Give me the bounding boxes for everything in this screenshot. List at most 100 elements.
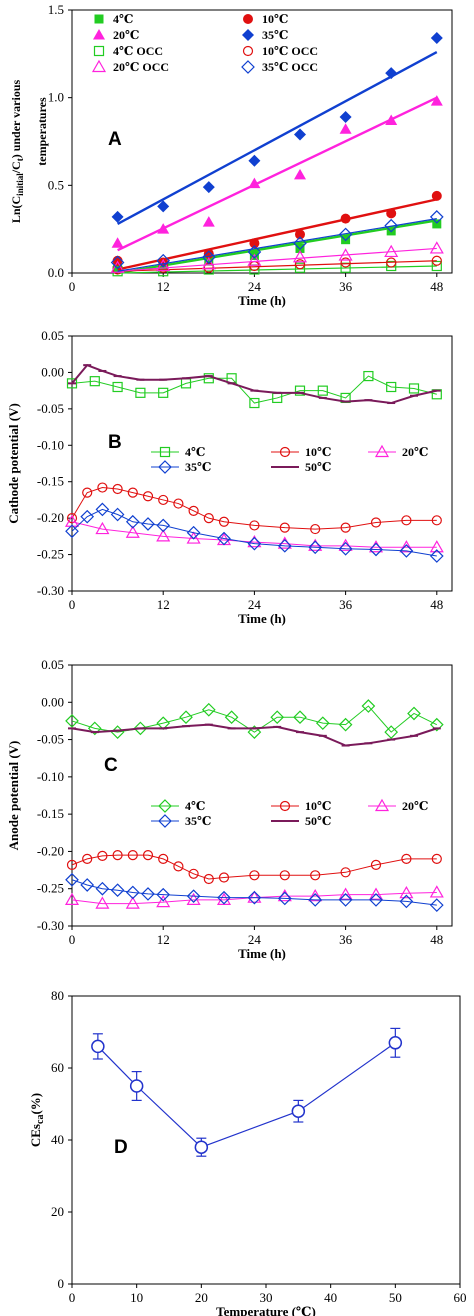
data-point [429, 885, 444, 898]
legend-item: 4℃ OCC [93, 44, 163, 58]
data-point [338, 887, 353, 900]
data-point [401, 853, 412, 864]
legend-label: 20℃ [402, 799, 428, 813]
y-tick-label: 20 [51, 1204, 64, 1219]
data-point [277, 538, 292, 553]
data-point [310, 870, 321, 881]
series-line [71, 521, 437, 548]
data-point [66, 513, 78, 524]
data-point [247, 890, 262, 905]
legend-marker [93, 29, 105, 40]
data-point [112, 850, 123, 861]
data-point [385, 114, 398, 125]
legend-item: 50℃ [271, 460, 331, 474]
data-point [277, 891, 292, 906]
data-point [294, 168, 306, 180]
trend-line [117, 96, 438, 252]
data-point [431, 853, 442, 864]
data-point [432, 219, 442, 229]
x-tick-label: 48 [430, 932, 443, 947]
legend-item: 20℃ [93, 28, 139, 42]
panel-c: 0 12 24 36 48 0.05 0.00 -0.05 -0.10 -0.15 -0.20 -0.… [6, 657, 453, 961]
legend-label: 35℃ OCC [262, 60, 318, 74]
data-point [295, 229, 305, 240]
data-point [97, 850, 108, 862]
legend-marker [242, 29, 254, 41]
data-point [429, 241, 444, 254]
series-1 [112, 190, 442, 271]
legend-marker [374, 444, 390, 458]
legend-label: 4℃ [185, 799, 205, 813]
x-tick-label: 36 [339, 597, 353, 612]
data-point [110, 255, 125, 270]
data-point [384, 244, 399, 258]
legend-marker [93, 45, 105, 57]
legend-marker [279, 800, 291, 812]
legend-label: 50℃ [305, 460, 331, 474]
data-point [386, 381, 397, 393]
legend-marker [158, 814, 172, 828]
legend-label: 10℃ [262, 12, 288, 26]
data-point [110, 507, 125, 522]
data-point [338, 248, 353, 261]
legend-label: 35℃ [262, 28, 288, 42]
x-tick-label: 48 [430, 279, 443, 294]
data-point [338, 893, 353, 907]
data-point [308, 888, 323, 902]
data-point [156, 258, 171, 272]
data-point [95, 881, 110, 896]
plot-frame [71, 9, 453, 274]
data-point [291, 1104, 306, 1118]
data-point [87, 721, 102, 736]
y-tick-label: 60 [51, 1060, 64, 1075]
data-point [156, 894, 171, 908]
data-point [157, 200, 170, 213]
y-tick-label: 40 [51, 1132, 64, 1147]
y-tick-label: -0.20 [37, 510, 64, 525]
data-point [294, 128, 306, 141]
data-point [204, 256, 214, 266]
x-tick-label: 50 [389, 1290, 402, 1305]
x-tick-label: 30 [260, 1290, 273, 1305]
x-axis-label: Time (h) [238, 293, 286, 308]
data-point [156, 253, 171, 268]
data-point [431, 515, 442, 526]
series-1 [66, 482, 442, 535]
data-point [431, 255, 442, 266]
series-3 [111, 32, 443, 225]
data-point [384, 725, 399, 739]
data-point [141, 517, 155, 531]
data-point [279, 870, 290, 881]
panel-label: B [108, 432, 122, 453]
data-point [91, 1039, 105, 1054]
data-point [80, 878, 95, 892]
data-point [82, 487, 93, 498]
legend-marker [243, 14, 253, 24]
data-point [82, 853, 93, 864]
data-point [279, 522, 290, 533]
x-tick-label: 0 [69, 279, 76, 294]
data-point [125, 885, 140, 900]
data-point [157, 223, 170, 234]
data-point [429, 540, 444, 553]
data-point [201, 250, 216, 265]
data-point [339, 110, 352, 123]
data-point [112, 483, 123, 495]
data-point [127, 850, 138, 861]
legend-item: 10℃ OCC [242, 44, 318, 58]
data-point [95, 521, 110, 535]
data-point [308, 540, 323, 555]
data-point [142, 850, 154, 861]
legend-marker [158, 799, 172, 813]
y-tick-label: -0.20 [37, 843, 64, 858]
data-point [340, 522, 351, 533]
data-point [308, 893, 323, 907]
data-point [186, 525, 201, 540]
data-point [407, 706, 421, 721]
data-point [388, 1036, 403, 1050]
data-point [315, 716, 330, 731]
series-6 [110, 241, 444, 273]
data-point [248, 177, 261, 189]
data-point [203, 513, 214, 524]
legend-item: 4℃ [151, 445, 205, 459]
